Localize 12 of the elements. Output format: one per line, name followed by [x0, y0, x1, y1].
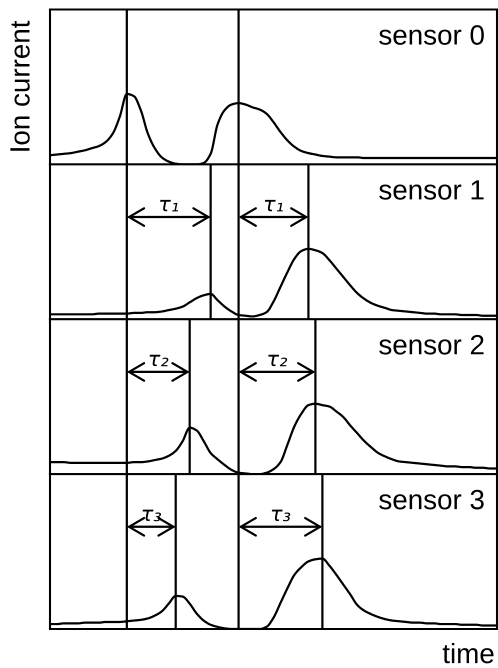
text: τ₁	[160, 200, 178, 212]
chart-title: sensor 3	[379, 490, 484, 510]
text: τ₂	[150, 354, 168, 366]
text: τ₁	[264, 200, 283, 212]
text: τ₃	[272, 510, 290, 522]
chart-title: sensor 0	[379, 25, 484, 45]
chart-title: sensor 2	[379, 334, 484, 355]
x-axis-title: time	[442, 642, 494, 664]
text: τ₂	[268, 354, 288, 366]
text: τ₃	[142, 510, 162, 522]
y-axis-title: Ion current	[10, 20, 30, 151]
chart-title: sensor 1	[379, 180, 484, 200]
